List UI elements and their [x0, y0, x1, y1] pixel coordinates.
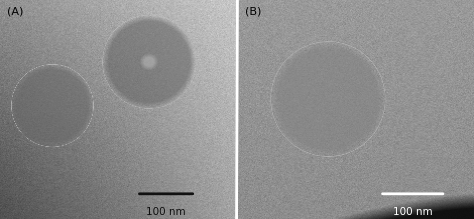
- Text: 100 nm: 100 nm: [393, 207, 433, 217]
- Text: 100 nm: 100 nm: [146, 207, 186, 217]
- Text: (A): (A): [7, 7, 23, 17]
- Text: (B): (B): [246, 7, 262, 17]
